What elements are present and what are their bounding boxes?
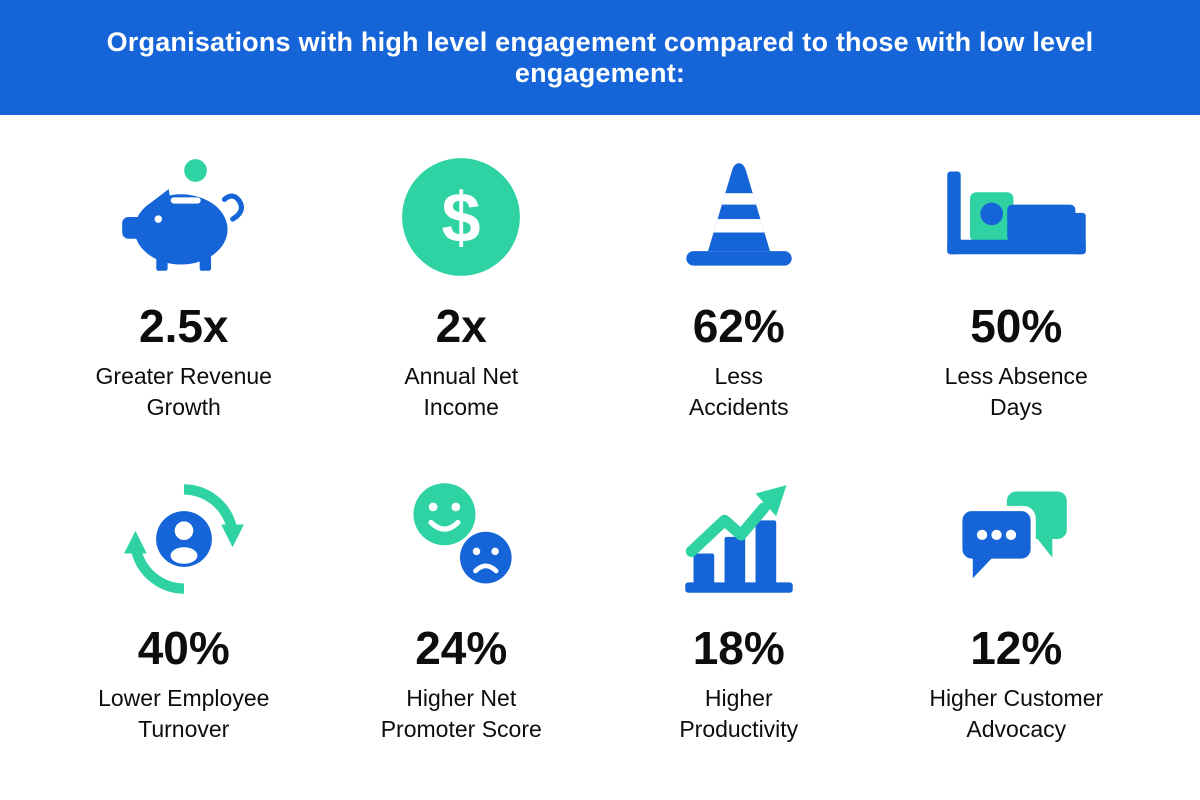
stat-item-less-accidents: 62% Less Accidents bbox=[600, 149, 878, 423]
stat-label: Annual Net Income bbox=[404, 363, 519, 421]
stat-value: 12% bbox=[970, 622, 1063, 675]
header-banner: Organisations with high level engagement… bbox=[0, 0, 1200, 115]
stat-value: 40% bbox=[137, 622, 230, 675]
chat-bubbles-icon bbox=[878, 471, 1156, 607]
stat-item-net-income: $ 2x Annual Net Income bbox=[323, 149, 601, 423]
stat-item-less-absence: 50% Less Absence Days bbox=[878, 149, 1156, 423]
bed-rest-icon bbox=[878, 149, 1156, 285]
stat-item-lower-turnover: 40% Lower Employee Turnover bbox=[45, 471, 323, 745]
stat-value: 50% bbox=[970, 300, 1063, 352]
stat-item-advocacy: 12% Higher Customer Advocacy bbox=[878, 471, 1156, 745]
stat-item-revenue-growth: 2.5x Greater Revenue Growth bbox=[45, 149, 323, 423]
stat-label: Less Accidents bbox=[688, 363, 789, 421]
stat-value: 2.5x bbox=[138, 300, 229, 352]
stat-label: Greater Revenue Growth bbox=[95, 363, 272, 421]
piggy-bank-icon bbox=[45, 149, 323, 285]
stat-value: 62% bbox=[692, 300, 785, 352]
stat-label: Higher Net Promoter Score bbox=[380, 685, 542, 743]
page-title: Organisations with high level engagement… bbox=[106, 26, 1094, 88]
stat-value: 18% bbox=[692, 622, 785, 675]
stat-item-nps: 24% Higher Net Promoter Score bbox=[323, 471, 601, 745]
stat-label: Higher Productivity bbox=[679, 685, 799, 743]
traffic-cone-icon bbox=[600, 149, 878, 285]
employee-turnover-icon bbox=[45, 471, 323, 607]
stat-value: 24% bbox=[415, 622, 508, 675]
bar-chart-growth-icon bbox=[600, 471, 878, 607]
svg-text:$: $ bbox=[442, 178, 481, 257]
smiley-faces-icon bbox=[323, 471, 601, 607]
dollar-coin-icon: $ bbox=[323, 149, 601, 285]
stat-label: Lower Employee Turnover bbox=[98, 685, 270, 743]
stat-label: Less Absence Days bbox=[944, 363, 1088, 421]
stat-item-productivity: 18% Higher Productivity bbox=[600, 471, 878, 745]
stat-label: Higher Customer Advocacy bbox=[929, 685, 1104, 743]
stats-grid: 2.5x Greater Revenue Growth $ 2x Annual … bbox=[0, 115, 1200, 745]
stat-value: 2x bbox=[435, 300, 487, 352]
